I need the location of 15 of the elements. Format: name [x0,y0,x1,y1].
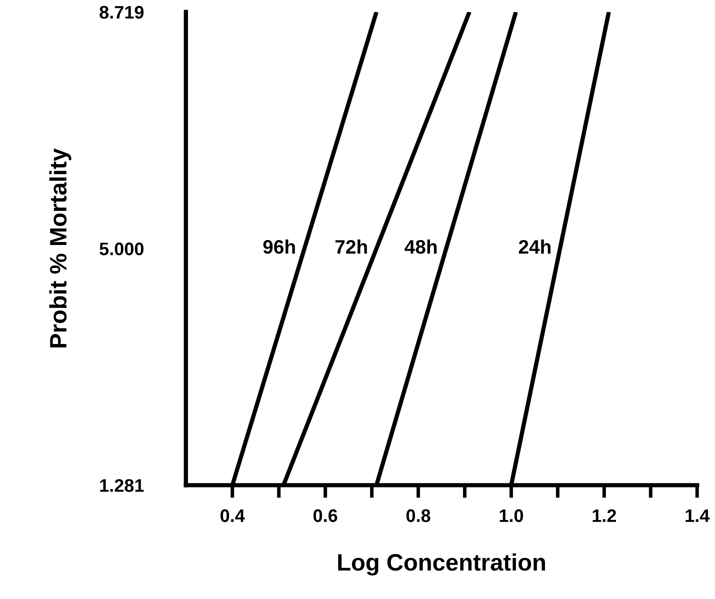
y-tick-label: 5.000 [100,242,144,256]
x-tick-label: 0.4 [220,509,245,522]
x-tick-label: 0.8 [406,509,430,522]
x-tick-label: 1.0 [500,509,524,522]
x-axis-title: Log Concentration [338,553,545,576]
y-tick-label: 8.719 [100,6,144,19]
series-label: 48h [404,240,437,254]
x-tick-label: 0.6 [313,509,338,522]
y-tick-label: 1.281 [100,479,144,492]
y-axis-title: Probit % Mortality [49,148,72,348]
x-tick-label: 1.4 [686,509,710,522]
x-tick-label: 1.2 [592,509,616,522]
series-label: 24h [518,240,550,254]
series-label: 96h [263,240,295,254]
series-label: 72h [335,240,367,254]
